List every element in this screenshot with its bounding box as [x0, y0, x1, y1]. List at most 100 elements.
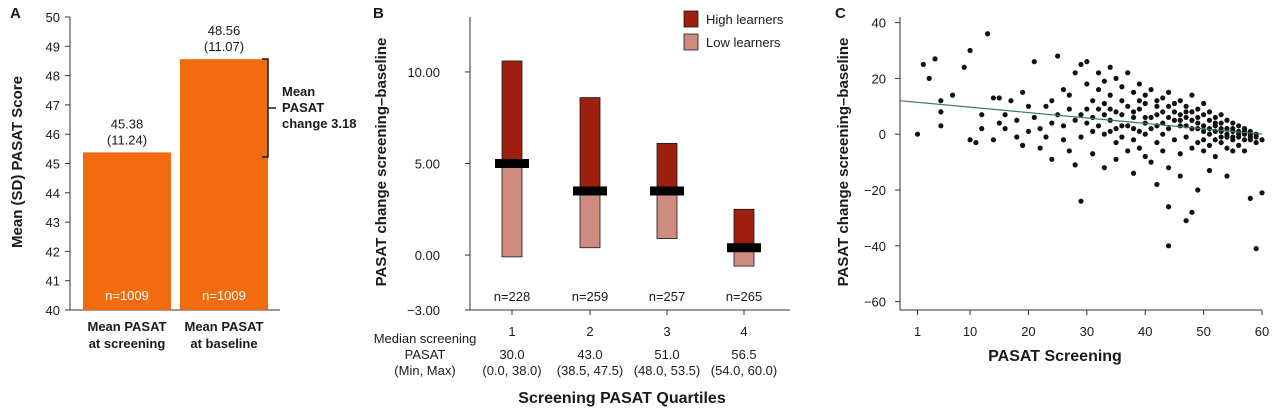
- panel-c-x-tick-label: 1: [914, 324, 921, 339]
- panel-c-data-point: [1212, 153, 1218, 160]
- panel-a-bar-sd-label: (11.07): [204, 39, 244, 54]
- panel-c-data-point: [1066, 92, 1072, 98]
- panel-c-data-point: [1195, 120, 1201, 126]
- panel-c-data-point: [1101, 78, 1107, 84]
- panel-b-min-max: (54.0, 60.0): [711, 363, 778, 378]
- panel-a: A Mean (SD) PASAT Score 40 41 42 43 44 45 46 47…: [9, 5, 356, 351]
- panel-a-change-bracket: [262, 58, 276, 158]
- panel-b-n-label: n=265: [726, 289, 763, 304]
- panel-c-data-point: [1230, 120, 1236, 126]
- panel-c-data-point: [1165, 165, 1172, 171]
- panel-b-quartile-label: 4: [740, 324, 747, 339]
- panel-c-y-tick-label: −60: [864, 295, 886, 310]
- panel-c-data-point: [1171, 137, 1178, 143]
- panel-c-data-point: [1241, 137, 1248, 143]
- panel-c-data-point: [1136, 128, 1142, 135]
- panel-b-high-learners-bar: [579, 97, 601, 192]
- panel-c-x-tick-label: 50: [1196, 324, 1210, 339]
- panel-c-data-point: [1060, 123, 1067, 129]
- panel-c-data-point: [1206, 109, 1213, 115]
- panel-c-data-point: [1078, 198, 1084, 204]
- panel-b-median-pasat: 30.0: [499, 347, 524, 362]
- panel-b-median-marker: [573, 186, 607, 196]
- panel-a-category-label-line2: at screening: [89, 336, 166, 351]
- panel-c-data-point: [1090, 98, 1096, 104]
- panel-c-data-point: [1201, 123, 1207, 129]
- panel-a-bar-value-label: 45.38: [111, 116, 144, 131]
- panel-c-data-point: [1090, 128, 1096, 135]
- panel-c-data-point: [1130, 126, 1137, 132]
- panel-c-data-point: [1218, 139, 1224, 146]
- panel-c-data-point: [1253, 134, 1259, 140]
- panel-c-data-point: [1171, 100, 1178, 107]
- panel-c-data-point: [1148, 126, 1154, 132]
- panel-c-data-point: [1230, 126, 1236, 132]
- panel-c-data-point: [1253, 139, 1259, 146]
- panel-b-median-marker: [650, 186, 684, 196]
- panel-c-data-point: [1183, 103, 1189, 109]
- panel-c-data-point: [1165, 126, 1172, 132]
- panel-b-low-learners-bar: [656, 190, 678, 239]
- panel-c-data-point: [1113, 109, 1119, 115]
- panel-c-data-point: [1212, 114, 1218, 121]
- panel-c-data-point: [1119, 84, 1125, 90]
- panel-a-annotation-line2: PASAT: [282, 100, 324, 115]
- panel-c-data-point: [1206, 167, 1213, 174]
- panel-c-data-point: [1130, 109, 1137, 115]
- panel-c-data-point: [1201, 137, 1207, 143]
- panel-c-data-point: [1160, 95, 1166, 101]
- panel-c-data-point: [1148, 86, 1154, 93]
- panel-c-y-tick-label: 20: [872, 71, 886, 86]
- panel-c-data-point: [1072, 70, 1078, 76]
- panel-c-data-point: [1160, 131, 1166, 137]
- panel-c-data-point: [1171, 117, 1178, 123]
- panel-b-letter: B: [373, 5, 384, 22]
- panel-c-data-point: [1084, 120, 1090, 126]
- panel-b-min-max: (48.0, 53.5): [634, 363, 701, 378]
- panel-c-data-point: [1101, 112, 1107, 118]
- panel-b-min-max: (0.0, 38.0): [482, 363, 541, 378]
- panel-c-data-point: [938, 109, 944, 115]
- panel-a-y-tick-label: 45: [46, 157, 60, 172]
- panel-a-y-tick-label: 41: [46, 274, 60, 289]
- panel-a-annotation-line3: change 3.18: [282, 116, 356, 131]
- panel-c-data-point: [1125, 103, 1131, 109]
- panel-c-data-point: [1130, 170, 1137, 176]
- panel-c-x-tick-label: 60: [1255, 324, 1269, 339]
- panel-c-data-point: [1113, 156, 1119, 162]
- panel-c-data-point: [1107, 106, 1113, 112]
- panel-c-data-point: [1160, 109, 1166, 115]
- panel-c-x-tick-label: 10: [963, 324, 977, 339]
- panel-c-data-point: [1183, 114, 1189, 121]
- panel-b-y-tick-label: 0.00: [415, 248, 440, 263]
- panel-c-data-point: [1060, 137, 1067, 143]
- panel-c-data-point: [1259, 137, 1265, 143]
- panel-c-data-point: [1119, 123, 1125, 129]
- panel-c-data-point: [996, 95, 1002, 101]
- panel-b-n-label: n=259: [572, 289, 609, 304]
- panel-c-data-point: [1224, 131, 1230, 137]
- panel-c-data-point: [1078, 61, 1084, 68]
- panel-c-data-point: [1130, 137, 1137, 143]
- panel-c-data-point: [1043, 134, 1049, 140]
- panel-b-median-pasat: 43.0: [577, 347, 602, 362]
- panel-a-y-tick-label: 40: [46, 303, 60, 318]
- panel-c-data-point: [1247, 195, 1253, 201]
- panel-b-min-max: (38.5, 47.5): [557, 363, 624, 378]
- panel-c-data-point: [1195, 187, 1201, 193]
- panel-c-data-point: [1165, 204, 1172, 210]
- panel-c-data-point: [1253, 246, 1259, 252]
- panel-c-data-point: [1142, 100, 1148, 107]
- panel-c-data-point: [1136, 106, 1142, 112]
- legend-label-low-learners: Low learners: [706, 35, 781, 50]
- panel-c-data-point: [1142, 114, 1148, 121]
- panel-c-data-point: [1236, 142, 1242, 148]
- panel-c-data-point: [979, 112, 985, 118]
- panel-c-data-point: [1177, 112, 1183, 118]
- panel-b-high-learners-bar: [501, 60, 523, 164]
- panel-c-data-point: [1142, 92, 1148, 98]
- panel-c-data-point: [1095, 106, 1102, 112]
- panel-c-data-point: [1165, 114, 1172, 121]
- panel-b-y-axis-title: PASAT change screening–baseline: [373, 38, 390, 287]
- panel-c-data-point: [1084, 59, 1090, 65]
